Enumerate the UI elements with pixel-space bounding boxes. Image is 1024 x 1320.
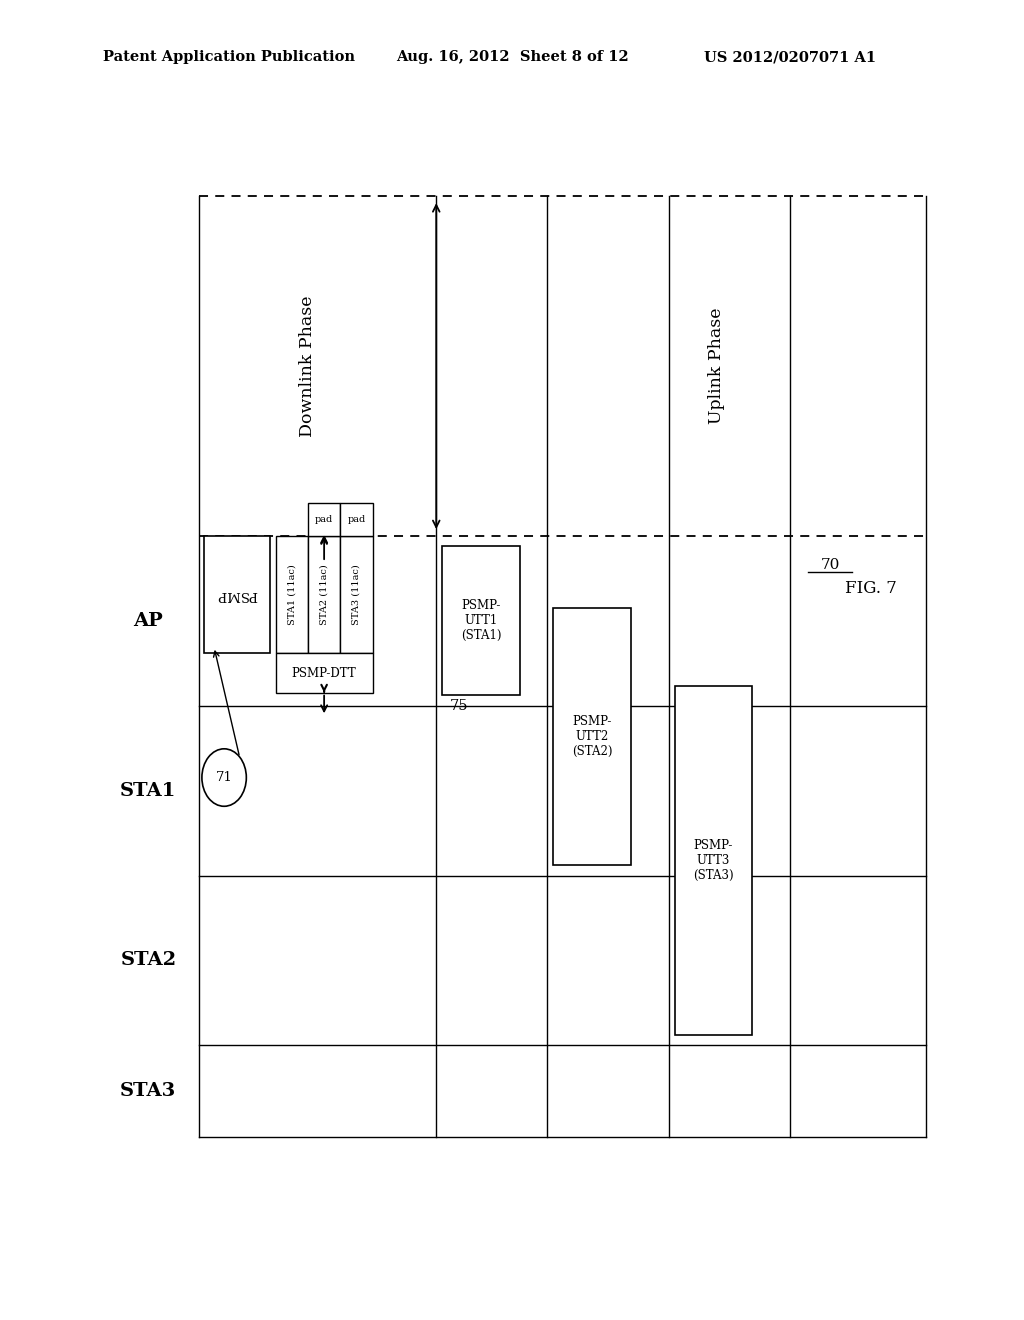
- Text: Patent Application Publication: Patent Application Publication: [102, 50, 355, 65]
- Bar: [340, 536, 373, 653]
- Text: 70: 70: [820, 558, 840, 573]
- Text: 71: 71: [216, 771, 232, 784]
- Text: PSMP-
UTT1
(STA1): PSMP- UTT1 (STA1): [461, 599, 502, 643]
- Text: pad: pad: [315, 515, 333, 524]
- Bar: [442, 546, 520, 696]
- Text: PSMP-
UTT2
(STA2): PSMP- UTT2 (STA2): [572, 715, 612, 758]
- Bar: [308, 536, 340, 653]
- Text: pad: pad: [347, 515, 366, 524]
- Text: PSMP: PSMP: [216, 589, 257, 601]
- Bar: [204, 536, 269, 653]
- Bar: [675, 686, 753, 1035]
- Text: PSMP-DTT: PSMP-DTT: [292, 667, 356, 680]
- Text: PSMP-
UTT3
(STA3): PSMP- UTT3 (STA3): [693, 840, 734, 882]
- Text: Aug. 16, 2012  Sheet 8 of 12: Aug. 16, 2012 Sheet 8 of 12: [396, 50, 629, 65]
- Text: 75: 75: [450, 700, 468, 713]
- Text: AP: AP: [133, 611, 163, 630]
- Bar: [553, 607, 631, 865]
- Text: US 2012/0207071 A1: US 2012/0207071 A1: [703, 50, 877, 65]
- Text: STA1 (11ac): STA1 (11ac): [288, 565, 296, 626]
- Text: STA3: STA3: [120, 1082, 176, 1100]
- Text: Downlink Phase: Downlink Phase: [299, 296, 316, 437]
- Circle shape: [202, 748, 247, 807]
- Text: Uplink Phase: Uplink Phase: [708, 308, 725, 424]
- Bar: [275, 536, 308, 653]
- Text: FIG. 7: FIG. 7: [845, 579, 897, 597]
- Bar: [308, 503, 340, 536]
- Bar: [275, 653, 373, 693]
- Text: STA2: STA2: [120, 952, 176, 969]
- Text: STA3 (11ac): STA3 (11ac): [352, 565, 360, 626]
- Text: STA1: STA1: [120, 781, 176, 800]
- Text: STA2 (11ac): STA2 (11ac): [319, 565, 329, 626]
- Bar: [340, 503, 373, 536]
